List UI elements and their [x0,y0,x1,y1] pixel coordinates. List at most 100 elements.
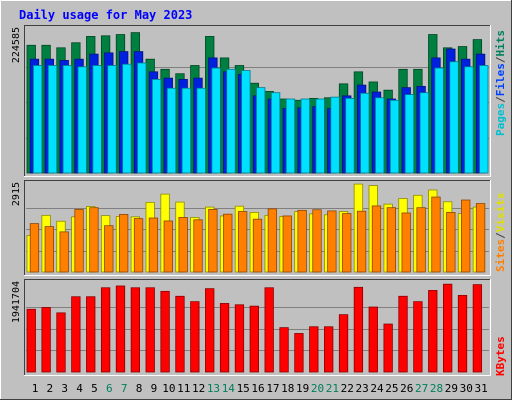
bar-sites-day-19 [297,209,307,273]
bar-sites-day-29 [446,211,456,273]
bar-sites-day-20 [312,209,322,273]
bar-pages-day-21 [330,96,340,174]
legend-entry: / [494,96,507,103]
bar-pages-day-6 [107,65,117,174]
bar-pages-day-13 [211,67,221,174]
day-label: 15 [237,382,250,395]
day-label: 13 [207,382,220,395]
day-label: 26 [400,382,413,395]
bar-pages-day-3 [62,65,73,174]
bar-sites-day-7 [119,214,129,273]
bar-kbytes-day-10 [160,290,170,373]
bar-pages-day-9 [151,79,162,174]
bar-sites-day-17 [267,208,278,273]
bar-kbytes-day-22 [338,314,349,373]
day-label: 18 [281,382,294,395]
bar-kbytes-day-25 [383,323,393,373]
legend-hits-files-pages: Pages/Files/Hits [494,30,507,136]
day-label: 8 [136,382,143,395]
bar-kbytes-day-6 [100,287,111,373]
day-label: 31 [475,382,488,395]
bar-sites-day-12 [193,219,203,273]
bar-kbytes-day-20 [309,326,319,373]
legend-entry: Files [494,63,507,96]
chart-title: Daily usage for May 2023 [19,8,192,22]
bar-sites-day-11 [178,217,188,273]
day-label: 23 [356,382,369,395]
day-label: 3 [61,382,68,395]
bar-pages-day-31 [479,65,489,174]
panel-hits-files-pages: 224585 [11,25,491,177]
panel-visits-sites: 2915 [11,180,491,276]
bar-sites-day-27 [416,207,426,273]
bar-pages-day-5 [92,65,102,174]
bar-sites-day-16 [252,218,263,273]
day-label: 5 [91,382,98,395]
bar-kbytes-day-18 [279,327,289,373]
bar-kbytes-day-21 [324,326,334,373]
bar-sites-day-13 [208,209,218,273]
bar-sites-day-26 [401,212,411,273]
legend-kbytes: KBytes [494,336,507,376]
bar-kbytes-day-29 [442,283,453,373]
bar-pages-day-26 [404,94,415,174]
day-label: 28 [430,382,443,395]
legends: Pages/Files/Hits Sites/Visits KBytes [494,30,507,376]
bar-kbytes-day-30 [457,294,468,373]
bar-kbytes-day-9 [145,287,155,373]
bar-kbytes-day-2 [41,307,51,373]
bar-sites-day-30 [461,199,471,273]
bar-sites-day-15 [237,211,248,273]
panels: 224585 2915 1941704 [11,25,491,376]
legend-entry: KBytes [494,336,507,376]
legend-entry: / [494,232,507,239]
bar-kbytes-day-19 [294,333,304,373]
bar-kbytes-day-24 [368,306,378,373]
bar-pages-day-8 [137,62,147,174]
bar-kbytes-day-8 [130,287,141,373]
bar-sites-day-3 [59,231,69,273]
bar-kbytes-day-1 [26,308,36,373]
day-label: 9 [151,382,158,395]
day-label: 16 [251,382,264,395]
bar-kbytes-day-27 [413,301,423,373]
bar-kbytes-day-7 [115,285,126,373]
bar-pages-day-28 [434,67,444,174]
day-label: 29 [445,382,458,395]
bar-pages-day-23 [360,92,370,174]
bar-pages-day-1 [33,65,43,174]
bar-sites-day-22 [342,213,352,273]
bar-sites-day-5 [89,207,99,273]
day-label: 1 [32,382,39,395]
day-label: 24 [370,382,384,395]
bar-kbytes-day-12 [190,301,200,373]
legend-entry: Visits [494,193,507,233]
max-value-label: 224585 [11,27,22,63]
bar-kbytes-day-28 [428,290,438,373]
day-label: 20 [311,382,324,395]
day-label: 12 [192,382,205,395]
bar-sites-day-28 [431,196,441,273]
bar-kbytes-day-26 [398,295,408,373]
bar-kbytes-day-11 [175,295,185,373]
bar-sites-day-31 [475,203,486,273]
bar-pages-day-7 [122,63,132,174]
bar-sites-day-25 [386,207,397,273]
bar-sites-day-8 [133,218,144,273]
legend-visits-sites: Sites/Visits [494,193,507,273]
bar-sites-day-24 [371,205,382,273]
panel-kbytes: 1941704 [11,279,491,376]
bar-kbytes-day-16 [249,305,259,373]
legend-entry: Hits [494,30,507,57]
series-sites [29,196,486,273]
day-label: 6 [106,382,113,395]
bar-pages-day-18 [285,98,296,174]
bar-pages-day-30 [464,66,474,174]
day-axis-labels: 1 2 3 4 5 6 7 8 9 10 11 12 13 14 15 16 17 18 19 20 21 22 23 24 2… [32,382,488,395]
legend-entry: / [494,56,507,63]
day-label: 19 [296,382,309,395]
bar-sites-day-1 [29,223,40,273]
day-label: 7 [121,382,128,395]
bar-pages-day-22 [345,97,355,174]
day-label: 2 [47,382,54,395]
